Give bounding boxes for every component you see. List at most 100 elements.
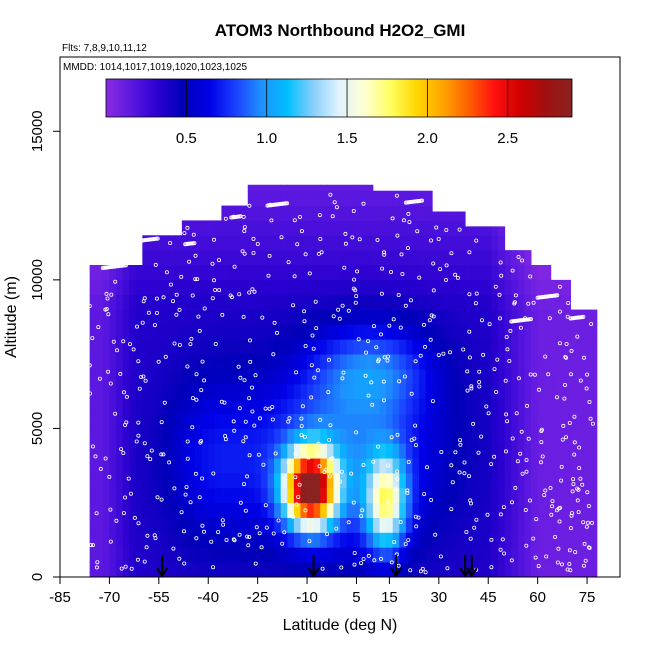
- field-cell: [96, 532, 104, 548]
- sample-point: [577, 445, 582, 450]
- field-cell: [524, 487, 532, 504]
- field-cell: [458, 309, 466, 325]
- field-cell: [247, 413, 255, 429]
- field-cell: [155, 487, 163, 504]
- sample-point: [532, 372, 537, 377]
- field-cell: [234, 265, 242, 281]
- field-cell: [116, 517, 123, 533]
- field-cell: [432, 354, 440, 370]
- field-cell: [419, 383, 427, 400]
- field-cell: [583, 458, 591, 474]
- field-cell: [260, 339, 268, 355]
- field-cell: [340, 502, 347, 518]
- field-cell: [419, 458, 427, 474]
- field-cell: [155, 309, 163, 325]
- field-cell: [221, 265, 229, 281]
- field-cell: [564, 502, 571, 518]
- field-cell: [228, 309, 235, 325]
- field-cell: [260, 354, 268, 370]
- field-cell: [260, 383, 268, 400]
- field-cell: [537, 502, 545, 518]
- field-cell: [412, 443, 420, 459]
- field-cell: [162, 383, 170, 400]
- field-cell: [392, 413, 400, 429]
- field-cell: [366, 205, 374, 221]
- field-cell: [405, 547, 413, 563]
- field-cell: [241, 487, 249, 504]
- field-cell: [109, 309, 117, 325]
- field-cell: [148, 279, 156, 296]
- x-tick-label: -40: [197, 589, 219, 606]
- field-cell: [175, 562, 183, 577]
- field-cell: [550, 413, 558, 429]
- field-cell: [405, 294, 413, 310]
- field-cell: [122, 517, 130, 533]
- sample-point: [449, 463, 454, 468]
- sample-point: [569, 372, 574, 377]
- field-cell: [267, 517, 275, 533]
- field-cell: [260, 413, 268, 429]
- sample-point: [543, 488, 548, 493]
- field-cell: [102, 369, 110, 385]
- field-cell: [491, 294, 499, 310]
- field-cell: [590, 428, 598, 444]
- field-cell: [478, 517, 486, 533]
- sample-point: [193, 253, 198, 258]
- field-cell: [122, 473, 130, 489]
- field-cell: [590, 532, 598, 548]
- field-cell: [425, 383, 433, 400]
- field-cell: [366, 443, 374, 459]
- field-cell: [234, 502, 242, 518]
- field-cell: [102, 354, 110, 370]
- field-cell: [300, 398, 308, 414]
- y-tick-label: 15000: [29, 110, 46, 152]
- field-cell: [517, 547, 525, 563]
- field-cell: [267, 473, 275, 489]
- field-cell: [195, 220, 203, 236]
- field-cell: [181, 443, 189, 459]
- field-cell: [577, 383, 585, 400]
- field-cell: [287, 294, 295, 310]
- sample-point: [524, 469, 529, 474]
- field-cell: [122, 502, 130, 518]
- field-cell: [498, 398, 506, 414]
- field-cell: [412, 369, 420, 385]
- field-cell: [452, 235, 459, 251]
- sample-point: [357, 237, 362, 242]
- field-cell: [293, 184, 301, 192]
- field-cell: [89, 562, 97, 577]
- field-cell: [280, 369, 288, 385]
- field-cell: [109, 473, 117, 489]
- sample-point: [476, 450, 481, 455]
- field-cell: [320, 184, 328, 192]
- field-cell: [168, 383, 176, 400]
- field-cell: [102, 294, 110, 310]
- field-cell: [340, 265, 347, 281]
- field-cell: [491, 226, 499, 236]
- field-cell: [452, 309, 459, 325]
- field-cell: [201, 517, 209, 533]
- field-cell: [550, 443, 558, 459]
- sample-point: [571, 482, 576, 487]
- field-cell: [484, 265, 492, 281]
- field-cell: [405, 265, 413, 281]
- sample-point: [119, 566, 124, 571]
- field-cell: [340, 250, 347, 266]
- field-cell: [267, 547, 275, 563]
- field-cell: [590, 413, 598, 429]
- field-cell: [458, 532, 466, 548]
- field-cell: [366, 562, 374, 577]
- sample-point: [550, 499, 555, 504]
- field-cell: [471, 532, 479, 548]
- sample-point: [477, 384, 482, 389]
- field-cell: [293, 428, 301, 444]
- field-cell: [168, 309, 176, 325]
- field-cell: [353, 547, 361, 563]
- sample-point: [501, 505, 506, 510]
- sample-point: [509, 558, 514, 563]
- field-cell: [267, 190, 275, 206]
- field-cell: [471, 265, 479, 281]
- field-cell: [432, 339, 440, 355]
- sample-point: [197, 328, 202, 333]
- field-cell: [372, 562, 380, 577]
